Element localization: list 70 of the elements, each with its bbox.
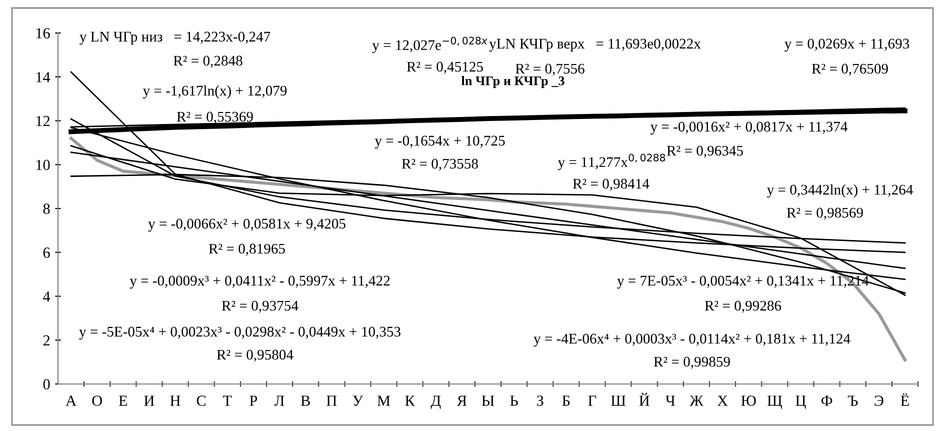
x-tick-label: Ё	[900, 393, 909, 406]
annotation: y = 11,277x$^{0,0288}$	[558, 154, 666, 170]
annotation: y = -0,0066x² + 0,0581x + 9,4205	[148, 218, 346, 232]
y-tick-label: 12	[36, 116, 50, 126]
x-tick-label: Е	[118, 396, 128, 406]
annotation: y = -4E-06x⁴ + 0,0003x³ - 0,0114x² + 0,181x + 11,124	[534, 334, 850, 347]
annotation: y = 0,3442ln(x) + 11,264	[767, 184, 913, 198]
y-tick-label: 16	[36, 28, 50, 38]
annotation: R² = 0,99286	[704, 300, 782, 313]
annotation: y = 12,027e$^{−0,028x}$	[372, 36, 488, 54]
x-tick-label: Ч	[666, 396, 675, 406]
y-tick-label: 8	[43, 204, 50, 214]
x-tick-label: Й	[639, 392, 650, 406]
y-tick-label: 4	[43, 291, 50, 302]
x-tick-label: Ъ	[848, 396, 858, 406]
annotation: y = 0,0269x + 11,693	[784, 38, 910, 52]
annotation: y LN ЧГр низ = 14,223x-0,247	[80, 32, 270, 45]
annotation: R² = 0,55369	[176, 112, 253, 124]
annotation: y = -5E-05x⁴ + 0,0023x³ - 0,0298x² - 0,0449x + 10,353	[79, 326, 400, 340]
x-tick-label: Ы	[482, 396, 494, 406]
annotation: R² = 0,98414	[572, 178, 650, 191]
x-tick-label: У	[352, 396, 364, 406]
x-tick-label: Г	[588, 396, 596, 406]
annotation: y = -0,0016x² + 0,0817x + 11,374	[650, 122, 848, 135]
y-tick-label: 6	[43, 248, 50, 258]
x-tick-label: З	[537, 396, 544, 406]
x-tick-label: М	[377, 396, 390, 406]
annotation: R² = 0,7556	[516, 64, 584, 76]
annotation: R² = 0,81965	[208, 244, 285, 256]
annotation: R² = 0,73558	[402, 158, 478, 171]
x-tick-label: Ж	[690, 396, 704, 406]
x-tick-label: И	[144, 396, 154, 406]
annotation: y = -1,617ln(x) + 12,079	[142, 85, 287, 99]
x-tick-label: Ю	[741, 396, 756, 406]
annotation: R² = 0,2848	[174, 56, 242, 68]
annotation: R² = 0,99859	[654, 356, 730, 369]
x-tick-label: А	[66, 396, 76, 406]
x-tick-label: Ш	[611, 396, 626, 406]
x-tick-label: Щ	[767, 396, 782, 409]
x-tick-label: Ь	[510, 396, 518, 406]
x-tick-label: О	[92, 396, 102, 406]
x-tick-label: П	[326, 396, 337, 406]
annotation: y = -0,0009x³ + 0,0411x² - 0,5997x + 11,422	[130, 276, 390, 289]
annotation: R² = 0,96345	[666, 146, 743, 158]
y-tick-label: 10	[36, 160, 50, 170]
annotation: R² = 0,45125	[406, 62, 483, 74]
x-tick-label: Х	[717, 396, 728, 406]
y-tick-label: 14	[36, 72, 50, 82]
x-tick-label: Б	[562, 396, 570, 406]
x-tick-label: Н	[170, 396, 180, 406]
x-tick-label: Д	[430, 396, 441, 409]
annotation: R² = 0,93754	[222, 300, 298, 313]
x-tick-label: Т	[223, 396, 232, 406]
annotation: R² = 0,98569	[786, 208, 863, 220]
annotation: yLN КЧГр верх = 11,693e0,0022x	[489, 38, 701, 52]
x-tick-label: В	[300, 396, 310, 406]
x-tick-label: Я	[456, 396, 467, 406]
annotation: y = -0,1654x + 10,725	[374, 136, 505, 149]
x-tick-label: Ф	[821, 396, 832, 406]
x-tick-label: С	[196, 396, 206, 406]
annotation: R² = 0,95804	[216, 350, 294, 362]
annotation: R² = 0,76509	[812, 64, 888, 76]
x-tick-label: Ц	[796, 396, 806, 409]
y-tick-label: 0	[43, 379, 50, 390]
x-tick-label: Л	[274, 396, 284, 406]
x-tick-label: К	[405, 396, 415, 406]
x-tick-label: Р	[250, 396, 258, 406]
x-tick-label: Э	[874, 396, 884, 406]
y-tick-label: 2	[43, 335, 50, 346]
text: ln ЧГр и КЧГр _3	[461, 76, 564, 88]
